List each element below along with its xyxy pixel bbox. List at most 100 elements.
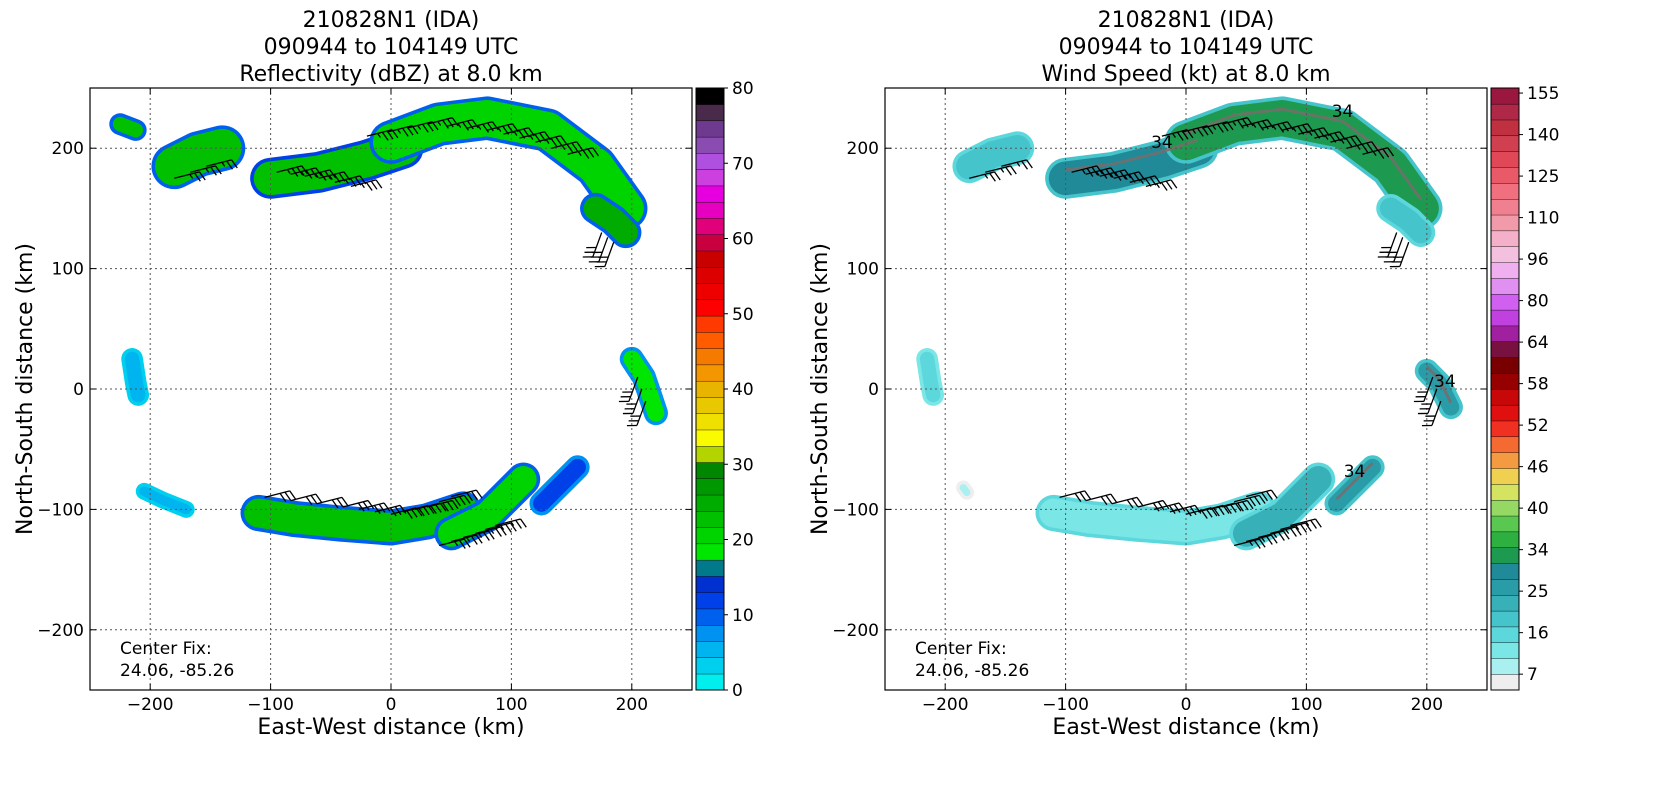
colorbar-segment (695, 266, 725, 284)
echo-region (1167, 100, 1439, 227)
echo-region (919, 351, 941, 403)
colorbar-segment (1490, 642, 1520, 659)
colorbar-segment (1490, 531, 1520, 548)
wind-barb (1085, 167, 1118, 179)
colorbar-segment (695, 234, 725, 252)
x-tick-label: −100 (247, 695, 294, 715)
colorbar-segment (695, 640, 725, 658)
wind-barb (316, 496, 349, 509)
contour-label: 34 (1332, 102, 1354, 122)
colorbar-tick-label: 34 (1527, 541, 1549, 561)
center-fix-annotation: Center Fix: (915, 639, 1007, 659)
colorbar-tick-label: 96 (1527, 250, 1549, 270)
colorbar-segment (695, 413, 725, 431)
colorbar-tick-label: 64 (1527, 333, 1549, 353)
colorbar-tick-label: 52 (1527, 416, 1549, 436)
wind-barb (374, 504, 407, 517)
wind-barb (290, 493, 323, 506)
wind-barb (264, 490, 297, 502)
colorbar-segment (695, 657, 725, 675)
wind-barb (451, 489, 483, 502)
wind-barb (1059, 490, 1092, 502)
colorbar-tick-label: 10 (732, 606, 754, 626)
colorbar-segment (695, 445, 725, 463)
wind-barb (1001, 159, 1033, 170)
wind-barb (1258, 530, 1290, 541)
colorbar-segment (1490, 214, 1520, 232)
colorbar-segment (1490, 658, 1520, 675)
wind-barb (290, 167, 323, 179)
echo-region (437, 466, 537, 547)
colorbar-segment (1490, 325, 1520, 342)
colorbar-segment (1490, 436, 1520, 453)
colorbar-segment (1490, 151, 1520, 168)
colorbar-segment (695, 120, 725, 138)
echo-region (959, 484, 971, 497)
colorbar-segment (695, 283, 725, 301)
center-fix-annotation: Center Fix: (120, 639, 212, 659)
wind-barb (1161, 129, 1194, 141)
colorbar-segment (695, 315, 725, 333)
colorbar-tick-label: 60 (732, 230, 754, 250)
colorbar-segment (695, 136, 725, 154)
colorbar-segment (1490, 103, 1520, 121)
wind-barb (1242, 119, 1274, 131)
y-tick-label: −200 (37, 621, 84, 641)
wind-barb (485, 522, 517, 533)
wind-barb (467, 121, 499, 133)
colorbar-segment (1490, 404, 1520, 422)
wind-barb (1417, 388, 1438, 415)
echo-region (112, 116, 144, 138)
x-tick-label: 100 (1290, 695, 1322, 715)
colorbar-segment (1490, 388, 1520, 406)
colorbar-segment (1490, 167, 1520, 184)
wind-barb (1413, 376, 1434, 403)
wind-barb (304, 169, 337, 181)
colorbar-segment (695, 429, 725, 447)
wind-barb (426, 499, 459, 512)
wind-barb (1270, 526, 1302, 537)
wind-barb (1330, 135, 1362, 147)
wind-barb (1233, 538, 1266, 549)
colorbar-tick-label: 70 (732, 154, 754, 174)
chart-title-line: Reflectivity (dBZ) at 8.0 km (239, 62, 542, 87)
y-tick-label: 0 (73, 380, 84, 400)
colorbar-segment (1490, 293, 1520, 311)
x-tick-label: 200 (616, 695, 648, 715)
wind-barb (426, 117, 459, 129)
wind-barb (594, 241, 615, 268)
echo-region (124, 351, 146, 403)
x-tick-label: 200 (1411, 695, 1443, 715)
y-tick-label: 100 (847, 260, 879, 280)
wind-barb (1169, 504, 1202, 517)
colorbar-segment (695, 152, 725, 170)
colorbar-segment (695, 217, 725, 235)
colorbar-segment (1490, 610, 1520, 628)
x-tick-label: 100 (495, 695, 527, 715)
wind-barb (366, 129, 399, 141)
wind-barb (451, 534, 483, 545)
x-tick-label: −200 (127, 695, 174, 715)
y-tick-label: 0 (868, 380, 879, 400)
wind-barb (447, 119, 479, 131)
colorbar-segment (695, 575, 725, 593)
colorbar-tick-label: 58 (1527, 375, 1549, 395)
colorbar-segment (1490, 547, 1520, 564)
wind-barb (1362, 147, 1395, 159)
colorbar-tick-label: 80 (1527, 292, 1549, 312)
chart-title-line: Wind Speed (kt) at 8.0 km (1041, 62, 1330, 87)
colorbar-segment (1490, 483, 1520, 501)
colorbar-segment (1490, 198, 1520, 216)
wind-barb (438, 494, 471, 507)
colorbar-segment (695, 462, 725, 479)
wind-barb (342, 499, 375, 512)
echo-region (533, 458, 587, 512)
wind-barb (622, 388, 643, 415)
colorbar-segment (1490, 594, 1520, 612)
colorbar-segment (695, 250, 725, 268)
center-fix-annotation: 24.06, -85.26 (915, 661, 1029, 681)
x-tick-label: −100 (1042, 695, 1089, 715)
wind-barb (1280, 522, 1312, 533)
echo-region (1039, 494, 1273, 542)
